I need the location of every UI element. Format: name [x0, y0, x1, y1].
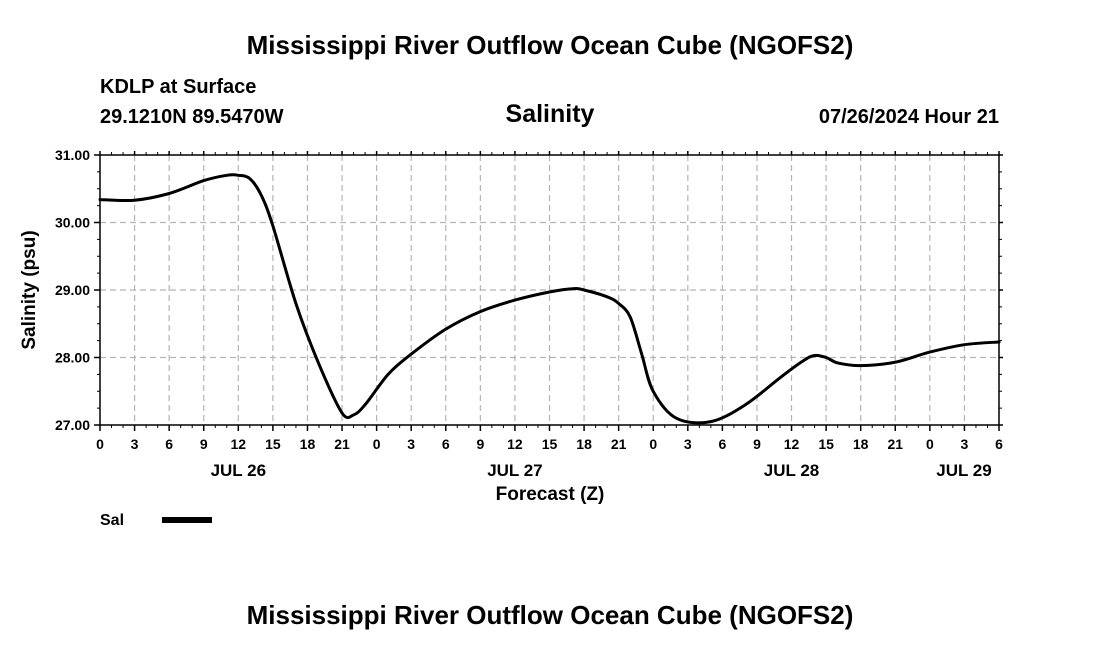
x-tick-label: 21 [611, 436, 627, 452]
x-tick-label: 21 [334, 436, 350, 452]
x-tick-label: 6 [165, 436, 173, 452]
x-day-label: JUL 27 [487, 461, 542, 480]
y-tick-label: 29.00 [55, 282, 90, 298]
x-tick-label: 9 [200, 436, 208, 452]
x-tick-label: 15 [542, 436, 558, 452]
x-tick-label: 0 [373, 436, 381, 452]
legend-swatch [162, 517, 212, 523]
y-tick-label: 31.00 [55, 147, 90, 163]
x-tick-label: 6 [718, 436, 726, 452]
x-day-label: JUL 26 [211, 461, 266, 480]
x-tick-label: 18 [300, 436, 316, 452]
main-title: Mississippi River Outflow Ocean Cube (NG… [246, 30, 854, 60]
y-tick-label: 30.00 [55, 215, 90, 231]
x-tick-label: 21 [887, 436, 903, 452]
x-tick-label: 0 [649, 436, 657, 452]
y-axis-label: Salinity (psu) [19, 230, 40, 349]
x-tick-label: 12 [507, 436, 523, 452]
x-tick-label: 6 [442, 436, 450, 452]
x-tick-label: 3 [407, 436, 415, 452]
station-label: KDLP at Surface [100, 76, 257, 98]
x-tick-label: 9 [476, 436, 484, 452]
x-tick-label: 18 [576, 436, 592, 452]
x-tick-label: 15 [265, 436, 281, 452]
y-tick-label: 27.00 [55, 417, 90, 433]
x-tick-label: 3 [961, 436, 969, 452]
x-tick-label: 0 [926, 436, 934, 452]
legend-label: Sal [100, 512, 124, 529]
x-tick-label: 3 [131, 436, 139, 452]
y-tick-label: 28.00 [55, 350, 90, 366]
x-tick-label: 9 [753, 436, 761, 452]
x-axis-label: Forecast (Z) [496, 484, 605, 505]
x-tick-label: 0 [96, 436, 104, 452]
forecast-timestamp: 07/26/2024 Hour 21 [818, 106, 999, 128]
x-tick-label: 12 [784, 436, 800, 452]
y-axis: 27.00 28.00 29.00 30.00 31.00 [55, 147, 1003, 433]
x-tick-label: 15 [818, 436, 834, 452]
x-tick-label: 18 [853, 436, 869, 452]
x-day-label: JUL 28 [764, 461, 819, 480]
series-line-sal [98, 173, 1001, 425]
x-axis: 0 3 6 9 12 15 18 21 0 3 6 9 12 15 18 21 0 3 6 9 12 15 18 21 0 3 6J… [96, 151, 1003, 480]
grid-layer [100, 155, 999, 425]
x-tick-label: 3 [684, 436, 692, 452]
station-coordinates: 29.1210N 89.5470W [100, 106, 284, 128]
chart-title: Salinity [505, 100, 595, 128]
x-tick-label: 6 [995, 436, 1003, 452]
x-tick-label: 12 [231, 436, 247, 452]
x-day-label: JUL 29 [936, 461, 991, 480]
footer-title: Mississippi River Outflow Ocean Cube (NG… [246, 600, 854, 630]
